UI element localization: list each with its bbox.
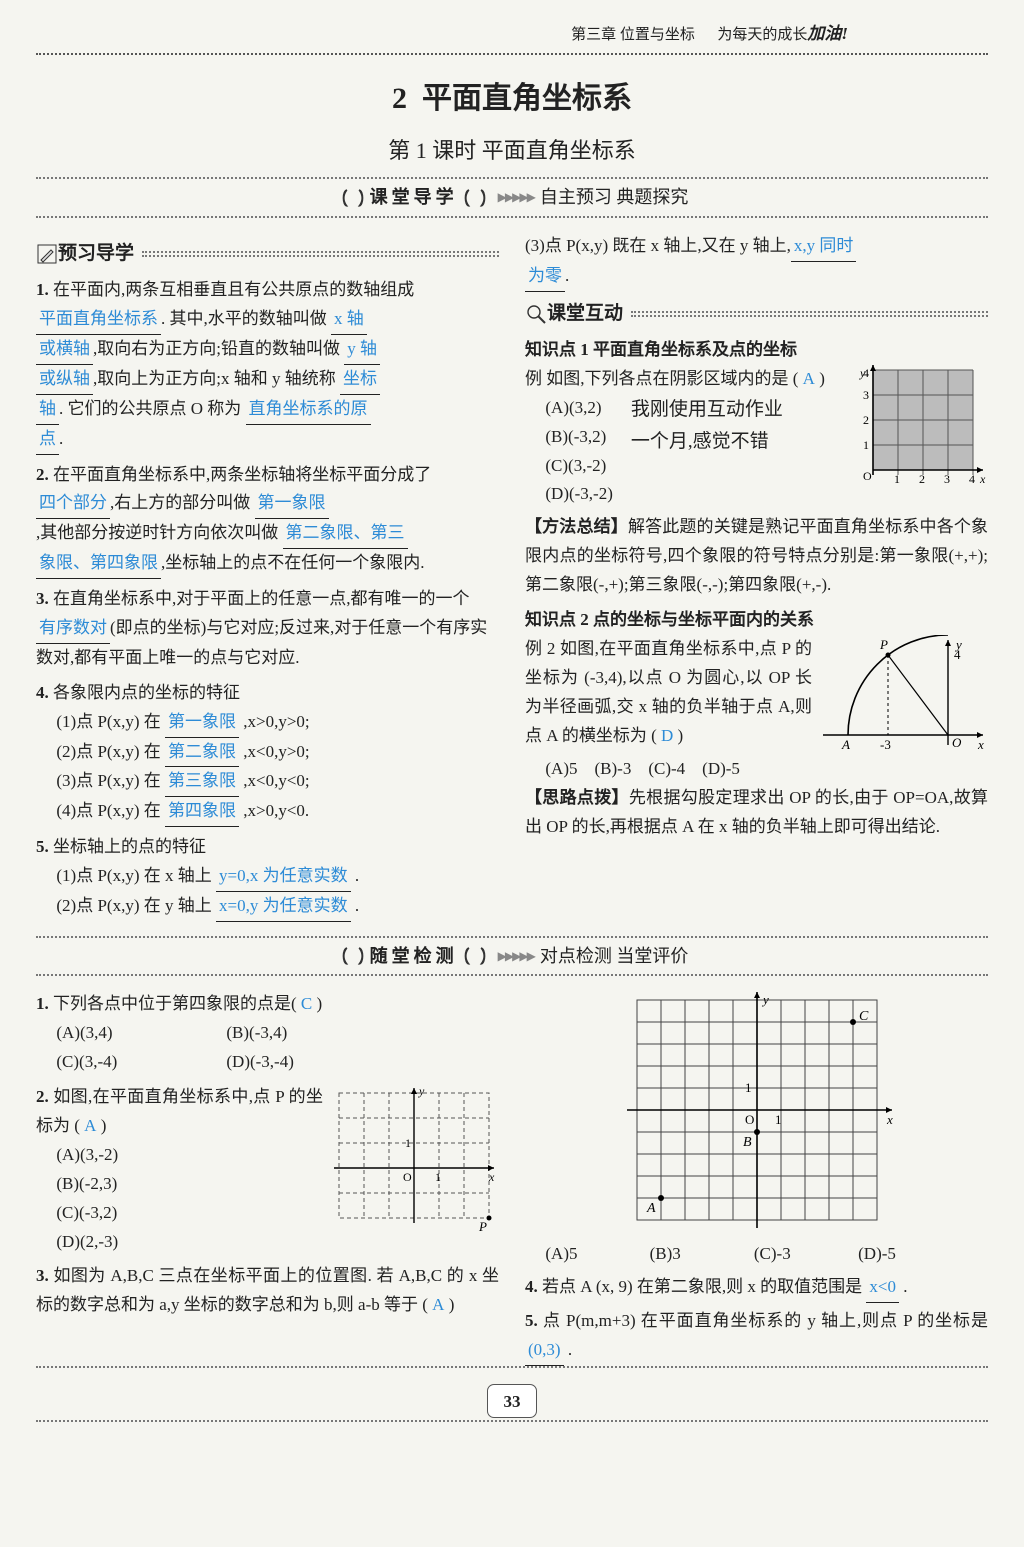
handwriting: 我刚使用互动作业一个月,感觉不错 (631, 394, 783, 510)
right-col: (3)点 P(x,y) 既在 x 轴上,又在 y 轴上,x,y 同时 为零. 课… (525, 232, 988, 928)
arc-fig: P A -3 O x y 4 (818, 635, 988, 755)
grid-fig-t3: O 1 1 x y C B A (607, 990, 907, 1240)
svg-text:1: 1 (745, 1080, 752, 1095)
page-number: 33 (487, 1384, 537, 1418)
header-rule (36, 53, 988, 55)
svg-text:y: y (761, 992, 769, 1007)
left-col: 预习导学 在平面内,两条互相垂直且有公共原点的数轴组成 平面直角坐标系. 其中,… (36, 232, 499, 928)
svg-text:O: O (952, 735, 962, 750)
svg-text:1: 1 (863, 438, 869, 452)
q5-3: (3)点 P(x,y) 既在 x 轴上,又在 y 轴上,x,y 同时 为零. (525, 232, 988, 292)
kp1-body: O 12 34 x y 12 34 例 如图,下列各点在阴影区域内的是 ( A … (525, 365, 988, 600)
test-left: 1. 下列各点中位于第四象限的点是( C ) (A)(3,4)(B)(-3,4)… (36, 990, 499, 1366)
grid-fig-1: O 12 34 x y 12 34 (848, 365, 988, 505)
t1: 1. 下列各点中位于第四象限的点是( C ) (36, 990, 499, 1019)
chapter: 第三章 位置与坐标 (571, 27, 695, 43)
kp1-head: 知识点 1 平面直角坐标系及点的坐标 (525, 336, 988, 365)
svg-text:-3: -3 (880, 737, 891, 752)
t4: 4. 若点 A (x, 9) 在第二象限,则 x 的取值范围是 x<0 . (525, 1273, 988, 1303)
kp2-head: 知识点 2 点的坐标与坐标平面内的关系 (525, 606, 988, 635)
q3: 在直角坐标系中,对于平面上的任意一点,都有唯一的一个 有序数对(即点的坐标)与它… (36, 585, 499, 673)
svg-text:O: O (745, 1112, 754, 1127)
yuxi-header: 预习导学 (36, 238, 499, 270)
test-right: O1 1 x y C B A (A)5 (B)3 (C)-3 (D)-5 4. … (525, 990, 988, 1366)
slogan-emph: 加油! (807, 24, 848, 43)
svg-text:A: A (841, 737, 850, 752)
page-header: 第三章 位置与坐标 为每天的成长加油! (36, 20, 988, 49)
banner-suitang: 随堂检测 ▶▶▶▶▶ 对点检测 当堂评价 (36, 936, 988, 977)
main-columns: 预习导学 在平面内,两条互相垂直且有公共原点的数轴组成 平面直角坐标系. 其中,… (36, 232, 988, 928)
svg-text:A: A (646, 1201, 656, 1216)
svg-text:3: 3 (863, 388, 869, 402)
svg-text:x: x (886, 1112, 893, 1127)
q1: 在平面内,两条互相垂直且有公共原点的数轴组成 平面直角坐标系. 其中,水平的数轴… (36, 276, 499, 454)
svg-text:1: 1 (435, 1170, 441, 1184)
svg-text:O: O (863, 469, 872, 483)
hudong-header: 课堂互动 (525, 298, 988, 330)
lesson-title: 第 1 课时 平面直角坐标系 (36, 132, 988, 169)
section-title: 2 平面直角坐标系 (36, 73, 988, 124)
svg-text:x: x (979, 472, 986, 486)
svg-text:y: y (418, 1084, 425, 1098)
q4: 各象限内点的坐标的特征 (1)点 P(x,y) 在 第一象限 ,x>0,y>0;… (36, 679, 499, 827)
svg-text:P: P (879, 637, 888, 652)
magnifier-icon (525, 303, 547, 325)
q2: 在平面直角坐标系中,两条坐标轴将坐标平面分成了 四个部分,右上方的部分叫做 第一… (36, 461, 499, 580)
pencil-icon (36, 243, 58, 265)
q5: 坐标轴上的点的特征 (1)点 P(x,y) 在 x 轴上 y=0,x 为任意实数… (36, 833, 499, 922)
t5: 5. 点 P(m,m+3) 在平面直角坐标系的 y 轴上,则点 P 的坐标是 (… (525, 1307, 988, 1366)
svg-text:4: 4 (954, 647, 961, 662)
svg-text:1: 1 (775, 1112, 782, 1127)
svg-text:4: 4 (863, 366, 869, 380)
banner-a: 课堂导学 (370, 182, 458, 213)
svg-text:2: 2 (919, 472, 925, 486)
svg-text:1: 1 (894, 472, 900, 486)
svg-text:4: 4 (969, 472, 975, 486)
svg-text:2: 2 (863, 413, 869, 427)
svg-text:x: x (488, 1170, 495, 1184)
svg-text:B: B (743, 1135, 752, 1150)
svg-text:x: x (977, 737, 984, 752)
kp2-body: P A -3 O x y 4 例 2 如图,在平面直角坐标系中,点 P 的坐标为… (525, 635, 988, 842)
svg-text:P: P (478, 1219, 487, 1233)
svg-text:1: 1 (405, 1136, 411, 1150)
svg-text:3: 3 (944, 472, 950, 486)
banner-b: 自主预习 典题探究 (540, 182, 689, 213)
svg-text:C: C (859, 1009, 869, 1024)
svg-text:O: O (403, 1170, 412, 1184)
grid-fig-t2: O 1 1 x y P (329, 1083, 499, 1233)
test-columns: 1. 下列各点中位于第四象限的点是( C ) (A)(3,4)(B)(-3,4)… (36, 990, 988, 1366)
banner-ketang: 课堂导学 ▶▶▶▶▶ 自主预习 典题探究 (36, 177, 988, 218)
t3: 3. 如图为 A,B,C 三点在坐标平面上的位置图. 若 A,B,C 的 x 坐… (36, 1262, 499, 1320)
slogan: 为每天的成长 (717, 27, 807, 43)
t2: O1 1 x y P 2. 如图,在平面直角坐标系中,点 P 的坐标为 ( A … (36, 1083, 499, 1256)
page-footer: 33 (36, 1366, 988, 1422)
